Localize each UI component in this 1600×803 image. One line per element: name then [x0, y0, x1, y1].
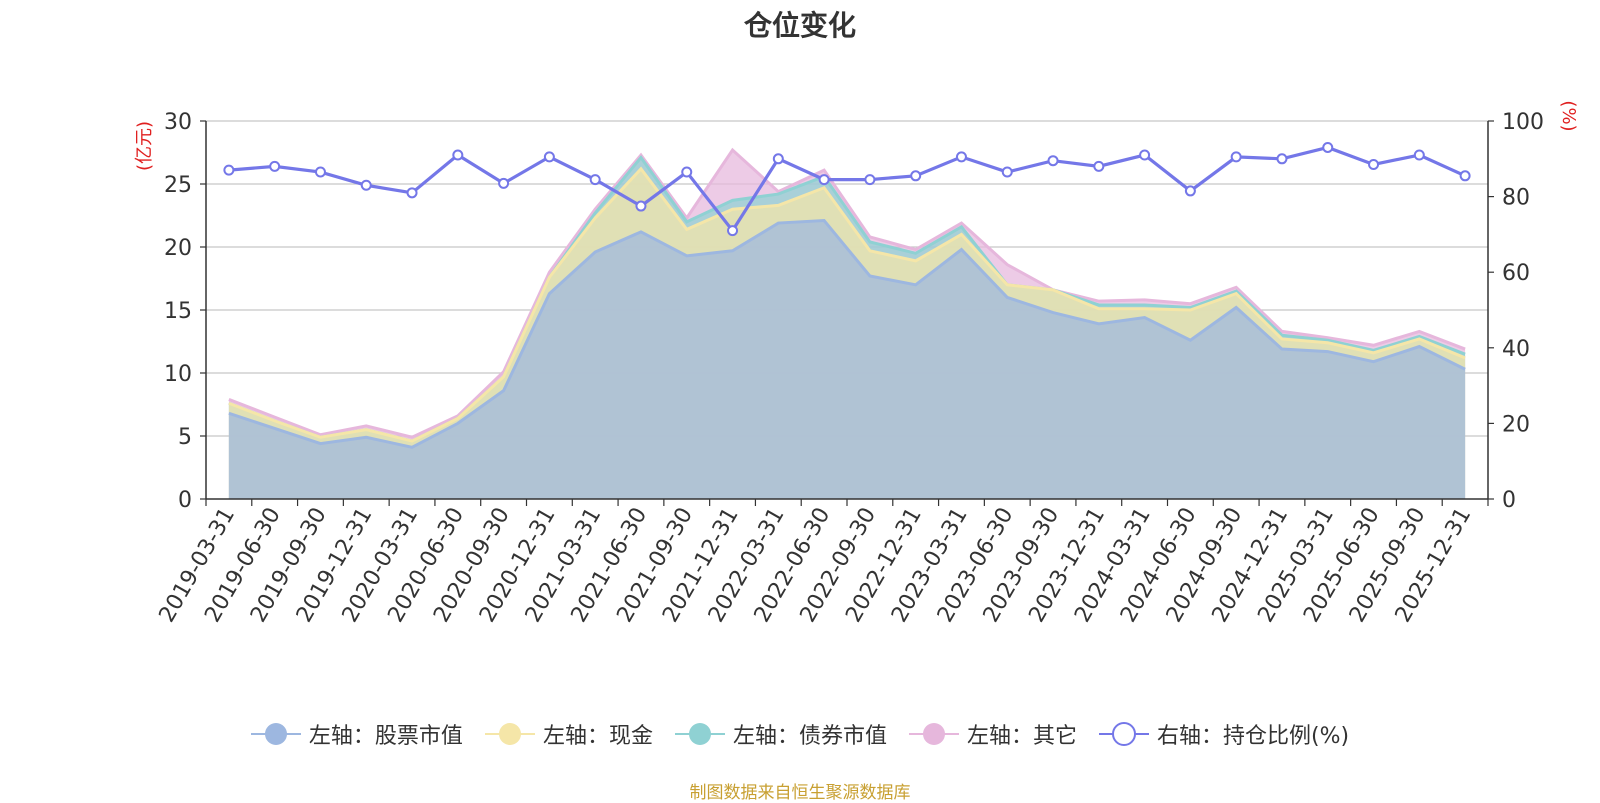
legend-item-5[interactable]: 右轴：持仓比例(%): [1098, 718, 1350, 750]
left-axis-unit-label: (亿元): [134, 121, 155, 171]
legend: 左轴：股票市值 左轴：现金 左轴：债券市值 左轴：其它 右轴：持仓比例(%): [0, 716, 1600, 752]
legend-circle-marker-icon: [908, 723, 959, 745]
ratio-point: [955, 151, 967, 163]
ratio-point: [269, 160, 281, 172]
ratio-point: [498, 177, 510, 189]
ratio-point: [681, 166, 693, 178]
left-axis-tick-label: 10: [164, 362, 192, 387]
legend-label: 左轴：股票市值: [308, 724, 463, 749]
legend-label: 右轴：持仓比例(%): [1156, 724, 1350, 749]
right-axis-tick-label: 20: [1502, 412, 1530, 437]
legend-label: 左轴：现金: [542, 724, 653, 749]
legend-circle-marker-icon: [250, 723, 301, 745]
ratio-point: [1093, 160, 1105, 172]
ratio-point: [406, 187, 418, 199]
legend-item-3[interactable]: 左轴：债券市值: [674, 718, 887, 750]
legend-label: 左轴：其它: [966, 724, 1077, 749]
area-1: [228, 220, 1466, 500]
left-axis-tick-label: 15: [164, 299, 192, 324]
ratio-point: [864, 174, 876, 186]
area-line-1: [228, 219, 1466, 449]
right-axis-unit-label: (%): [1558, 100, 1579, 131]
ratio-line: [228, 145, 1466, 234]
left-axis-tick-label: 5: [178, 425, 192, 450]
ratio-point: [360, 179, 372, 191]
right-axis-tick-label: 0: [1502, 488, 1516, 513]
ratio-point: [1001, 166, 1013, 178]
left-axis-tick-label: 0: [178, 488, 192, 513]
ratio-point: [1413, 149, 1425, 161]
area-line-2: [228, 166, 1466, 443]
ratio-point: [818, 174, 830, 186]
ratio-point: [1322, 141, 1334, 153]
right-axis-tick-label: 80: [1502, 186, 1530, 211]
ratio-point: [910, 170, 922, 182]
ratio-point: [1230, 151, 1242, 163]
legend-item-2[interactable]: 左轴：现金: [484, 718, 653, 750]
legend-circle-marker-icon: [484, 723, 535, 745]
ratio-point: [314, 166, 326, 178]
legend-item-1[interactable]: 左轴：股票市值: [250, 718, 463, 750]
ratio-point: [543, 151, 555, 163]
ratio-point: [589, 174, 601, 186]
ratio-point: [1276, 153, 1288, 165]
ratio-point: [635, 200, 647, 212]
ratio-point: [1184, 185, 1196, 197]
chart-title: 仓位变化: [743, 9, 856, 42]
ratio-point: [452, 149, 464, 161]
legend-line-marker-icon: [1098, 722, 1149, 746]
left-axis-tick-label: 25: [164, 173, 192, 198]
ratio-point: [772, 153, 784, 165]
ratio-point: [727, 225, 739, 237]
right-axis-tick-label: 100: [1502, 110, 1544, 135]
ratio-point: [1139, 149, 1151, 161]
left-axis-tick-label: 30: [164, 110, 192, 135]
legend-circle-marker-icon: [674, 723, 725, 745]
legend-label: 左轴：债券市值: [732, 724, 887, 749]
right-axis-tick-label: 40: [1502, 337, 1530, 362]
ratio-point: [223, 164, 235, 176]
ratio-point: [1368, 158, 1380, 170]
legend-item-4[interactable]: 左轴：其它: [908, 718, 1077, 750]
right-axis-tick-label: 60: [1502, 261, 1530, 286]
chart-plot: 051015202530020406080100(亿元)(%)2019-03-3…: [134, 100, 1579, 626]
ratio-point: [1459, 170, 1471, 182]
area-line-4: [228, 147, 1466, 439]
footer-credit: 制图数据来自恒生聚源数据库: [689, 783, 911, 803]
ratio-point: [1047, 155, 1059, 167]
left-axis-tick-label: 20: [164, 236, 192, 261]
